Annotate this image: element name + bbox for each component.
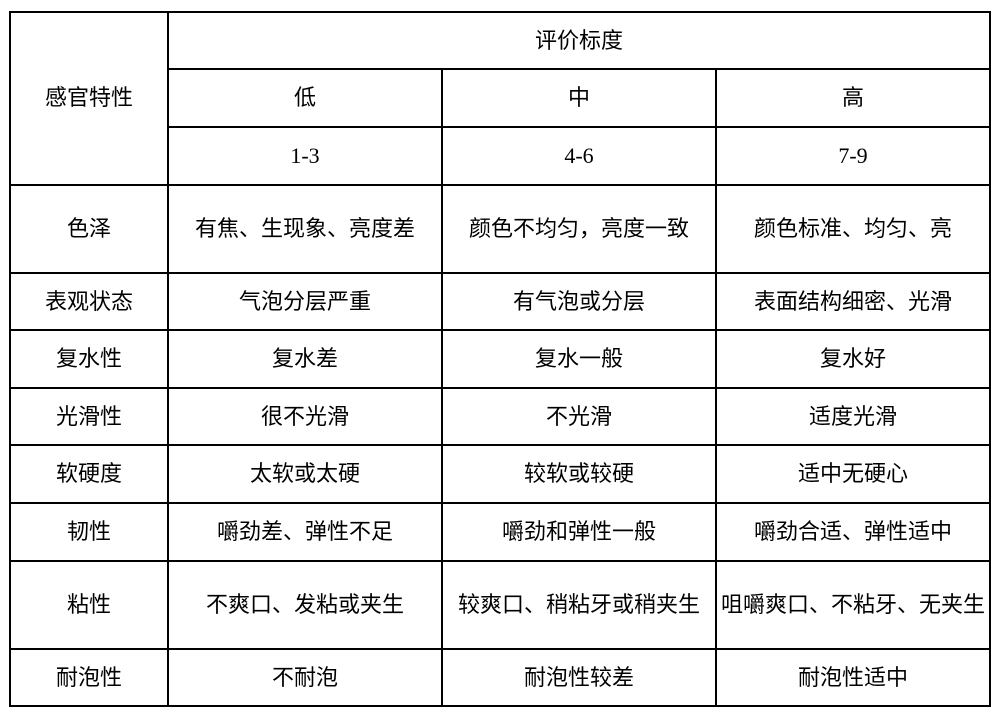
high-cell: 表面结构细密、光滑: [716, 273, 990, 331]
level-mid-label: 中: [442, 69, 716, 127]
attr-cell: 粘性: [10, 561, 168, 649]
low-cell: 很不光滑: [168, 388, 442, 446]
attr-cell: 光滑性: [10, 388, 168, 446]
attr-cell: 耐泡性: [10, 649, 168, 707]
header-row-1: 感官特性 评价标度: [10, 12, 990, 70]
level-high-label: 高: [716, 69, 990, 127]
mid-cell: 不光滑: [442, 388, 716, 446]
table-row: 复水性 复水差 复水一般 复水好: [10, 330, 990, 388]
level-mid-range: 4-6: [442, 127, 716, 185]
low-cell: 太软或太硬: [168, 445, 442, 503]
table-row: 软硬度 太软或太硬 较软或较硬 适中无硬心: [10, 445, 990, 503]
mid-cell: 嚼劲和弹性一般: [442, 503, 716, 561]
high-cell: 适度光滑: [716, 388, 990, 446]
low-cell: 有焦、生现象、亮度差: [168, 185, 442, 273]
row-label-header: 感官特性: [10, 12, 168, 185]
low-cell: 不耐泡: [168, 649, 442, 707]
attr-cell: 软硬度: [10, 445, 168, 503]
table-row: 色泽 有焦、生现象、亮度差 颜色不均匀，亮度一致 颜色标准、均匀、亮: [10, 185, 990, 273]
level-high-range: 7-9: [716, 127, 990, 185]
table-row: 粘性 不爽口、发粘或夹生 较爽口、稍粘牙或稍夹生 咀嚼爽口、不粘牙、无夹生: [10, 561, 990, 649]
table-row: 表观状态 气泡分层严重 有气泡或分层 表面结构细密、光滑: [10, 273, 990, 331]
mid-cell: 较软或较硬: [442, 445, 716, 503]
high-cell: 复水好: [716, 330, 990, 388]
level-low-range: 1-3: [168, 127, 442, 185]
table-row: 韧性 嚼劲差、弹性不足 嚼劲和弹性一般 嚼劲合适、弹性适中: [10, 503, 990, 561]
evaluation-scale-table: 感官特性 评价标度 低 中 高 1-3 4-6 7-9 色泽 有焦、生现象、亮度…: [9, 11, 991, 707]
scale-title: 评价标度: [168, 12, 990, 70]
mid-cell: 有气泡或分层: [442, 273, 716, 331]
high-cell: 适中无硬心: [716, 445, 990, 503]
attr-cell: 复水性: [10, 330, 168, 388]
mid-cell: 颜色不均匀，亮度一致: [442, 185, 716, 273]
high-cell: 耐泡性适中: [716, 649, 990, 707]
low-cell: 复水差: [168, 330, 442, 388]
mid-cell: 较爽口、稍粘牙或稍夹生: [442, 561, 716, 649]
low-cell: 不爽口、发粘或夹生: [168, 561, 442, 649]
high-cell: 嚼劲合适、弹性适中: [716, 503, 990, 561]
low-cell: 嚼劲差、弹性不足: [168, 503, 442, 561]
attr-cell: 表观状态: [10, 273, 168, 331]
high-cell: 颜色标准、均匀、亮: [716, 185, 990, 273]
table-row: 光滑性 很不光滑 不光滑 适度光滑: [10, 388, 990, 446]
table-row: 耐泡性 不耐泡 耐泡性较差 耐泡性适中: [10, 649, 990, 707]
level-low-label: 低: [168, 69, 442, 127]
attr-cell: 色泽: [10, 185, 168, 273]
mid-cell: 耐泡性较差: [442, 649, 716, 707]
high-cell: 咀嚼爽口、不粘牙、无夹生: [716, 561, 990, 649]
attr-cell: 韧性: [10, 503, 168, 561]
mid-cell: 复水一般: [442, 330, 716, 388]
low-cell: 气泡分层严重: [168, 273, 442, 331]
